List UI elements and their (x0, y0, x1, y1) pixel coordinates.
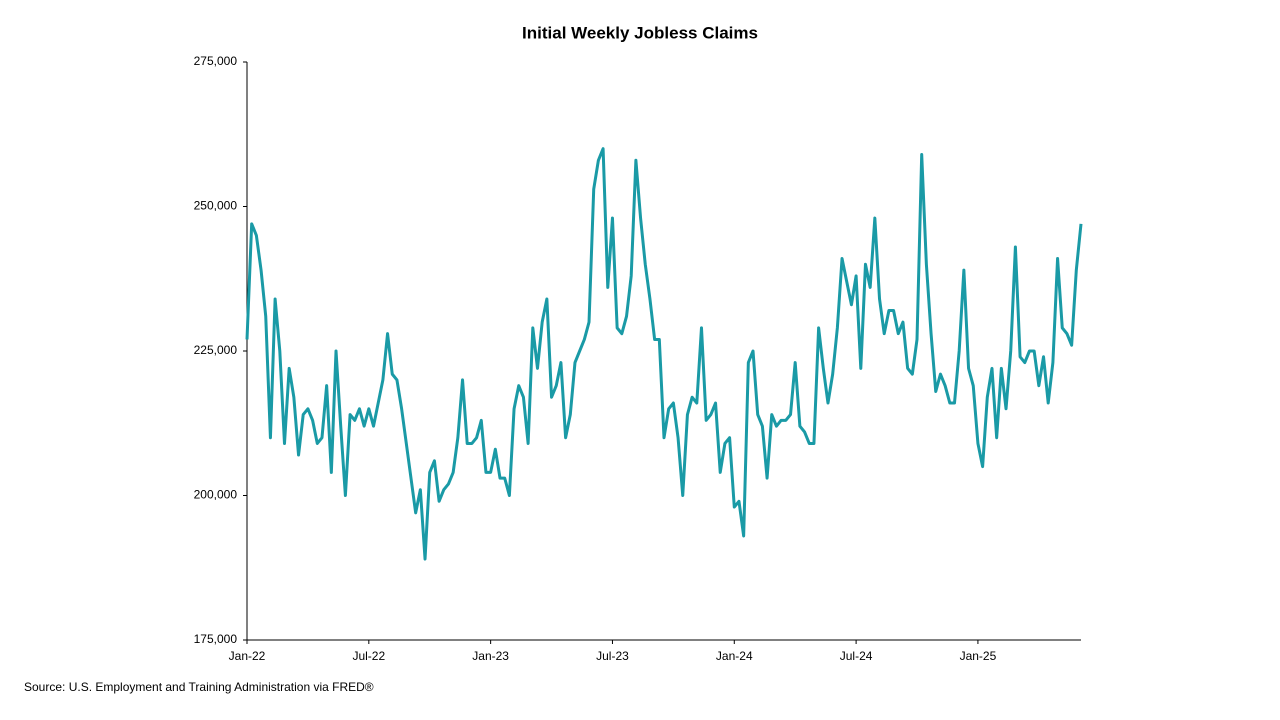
x-tick-label: Jan-23 (472, 649, 509, 663)
chart-title: Initial Weekly Jobless Claims (522, 23, 758, 42)
y-tick-label: 250,000 (194, 199, 238, 213)
y-tick-label: 275,000 (194, 54, 238, 68)
y-tick-label: 200,000 (194, 488, 238, 502)
source-note: Source: U.S. Employment and Training Adm… (24, 680, 374, 694)
x-tick-label: Jul-24 (840, 649, 873, 663)
series-line (245, 147, 1083, 561)
x-tick-label: Jan-25 (960, 649, 997, 663)
y-tick-label: 225,000 (194, 343, 238, 357)
x-tick-label: Jul-22 (352, 649, 385, 663)
y-tick-label: 175,000 (194, 632, 238, 646)
x-tick-label: Jan-22 (229, 649, 266, 663)
x-tick-label: Jul-23 (596, 649, 629, 663)
x-tick-label: Jan-24 (716, 649, 753, 663)
